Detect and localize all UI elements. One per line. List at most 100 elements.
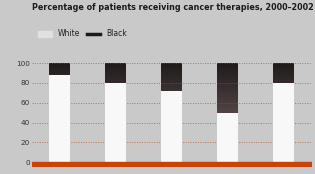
Bar [217, 94, 238, 95]
Bar [161, 66, 182, 67]
Bar [217, 125, 238, 126]
Bar [273, 150, 295, 151]
Bar [161, 158, 182, 160]
Bar [161, 70, 182, 72]
Bar [161, 99, 182, 100]
Bar [217, 95, 238, 97]
Bar [273, 87, 295, 88]
Bar [217, 132, 238, 134]
Bar [273, 77, 295, 78]
Bar [105, 84, 126, 85]
Bar [161, 137, 182, 139]
Bar [161, 131, 182, 132]
Bar [105, 146, 126, 147]
Bar [161, 115, 182, 116]
Bar [217, 120, 238, 121]
Bar [273, 90, 295, 92]
Bar [273, 140, 295, 141]
Bar [217, 104, 238, 105]
Bar [273, 161, 295, 162]
Bar [49, 153, 70, 155]
Bar [105, 147, 126, 148]
Bar [105, 139, 126, 140]
Bar [161, 80, 182, 82]
Bar [105, 89, 126, 90]
Bar [217, 70, 238, 72]
Bar [273, 66, 295, 67]
Bar [161, 92, 182, 93]
Bar [49, 121, 70, 122]
Bar [105, 153, 126, 155]
Bar [161, 142, 182, 144]
Bar [49, 89, 70, 90]
Bar [273, 116, 295, 118]
Bar [161, 122, 182, 124]
Bar [49, 82, 70, 83]
Bar [273, 142, 295, 144]
Bar [49, 125, 70, 126]
Bar [105, 126, 126, 127]
Bar [273, 70, 295, 72]
Bar [49, 109, 70, 110]
Bar [49, 67, 70, 68]
Bar [161, 118, 182, 119]
Bar [49, 84, 70, 85]
Bar [217, 99, 238, 100]
Bar [217, 140, 238, 141]
Bar [217, 97, 238, 98]
Bar [49, 113, 70, 114]
Bar [105, 150, 126, 151]
Bar [105, 135, 126, 136]
Bar [217, 139, 238, 140]
Bar [105, 66, 126, 67]
Bar [49, 74, 70, 76]
Bar [161, 111, 182, 113]
Bar [105, 152, 126, 153]
Bar [161, 77, 182, 78]
Bar [105, 106, 126, 108]
Bar [49, 80, 70, 82]
Bar [273, 105, 295, 106]
Bar [49, 145, 70, 146]
Bar [49, 104, 70, 105]
Bar [105, 94, 126, 95]
Bar [105, 101, 126, 103]
Bar [49, 150, 70, 151]
Bar [161, 82, 182, 83]
Bar [217, 116, 238, 118]
Bar [49, 140, 70, 141]
Bar [105, 92, 126, 93]
Legend: White, Black: White, Black [35, 26, 130, 42]
Bar [217, 78, 238, 79]
Bar [161, 116, 182, 118]
Bar [105, 124, 126, 125]
Bar [105, 151, 126, 152]
Bar [49, 90, 70, 92]
Bar [273, 134, 295, 135]
Bar [273, 141, 295, 142]
Bar [49, 114, 70, 115]
Bar [49, 99, 70, 100]
Bar [161, 68, 182, 69]
Bar [49, 115, 70, 116]
Bar [273, 115, 295, 116]
Bar [49, 130, 70, 131]
Bar [49, 144, 70, 145]
Bar [217, 122, 238, 124]
Bar [217, 69, 238, 70]
Bar [49, 93, 70, 94]
Bar [217, 87, 238, 88]
Bar [273, 79, 295, 80]
Bar [105, 113, 126, 114]
Bar [49, 135, 70, 136]
Bar [217, 109, 238, 110]
Bar [105, 145, 126, 146]
Bar [161, 151, 182, 152]
Bar [161, 108, 182, 109]
Bar [49, 94, 70, 95]
Bar [49, 155, 70, 156]
Bar [105, 74, 126, 76]
Bar [217, 151, 238, 152]
Bar [217, 103, 238, 104]
Bar [217, 115, 238, 116]
